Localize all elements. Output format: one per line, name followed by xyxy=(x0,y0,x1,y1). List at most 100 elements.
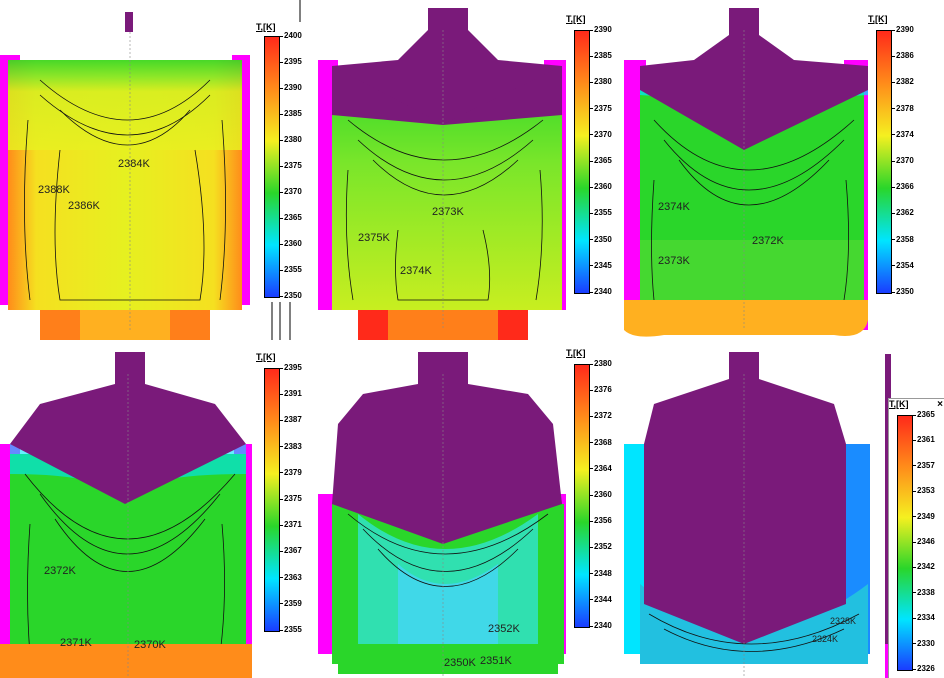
contour-label: 2370K xyxy=(134,639,166,651)
legend-tick-label: 2361 xyxy=(912,435,935,445)
legend-tick-label: 2365 xyxy=(279,213,302,222)
legend-tick-label: 2390 xyxy=(891,25,914,34)
contour-label: 2372K xyxy=(44,565,76,577)
temperature-field-4: 2372K 2371K 2370K xyxy=(0,352,252,678)
temperature-field-1: 2384K 2388K 2386K xyxy=(0,0,301,340)
legend-tick-label: 2346 xyxy=(912,537,935,546)
legend-title: T,[K] xyxy=(256,22,276,32)
contour-label: 2350K xyxy=(444,657,476,669)
legend-title: T,[K] xyxy=(256,352,276,362)
legend-tick-label: 2371 xyxy=(279,520,302,530)
close-icon[interactable]: × xyxy=(937,399,943,410)
legend-tick-label: 2345 xyxy=(589,260,612,270)
legend-tick-label: 2330 xyxy=(912,638,935,648)
color-legend-2: T,[K] 2390 2385 2380 2375 2370 2365 2360 2355 23… xyxy=(566,14,622,296)
legend-tick-label: 2342 xyxy=(912,562,935,572)
legend-tick-label: 2370 xyxy=(279,187,302,196)
color-legend-6: T,[K] × 2365 2361 2357 2353 2349 2346 2342 2338… xyxy=(888,398,944,678)
legend-tick-label: 2380 xyxy=(589,359,612,368)
legend-tick-label: 2378 xyxy=(891,103,914,113)
simulation-panel-3: 2374K 2372K 2373K T,[K] 2390 2386 2382 2378… xyxy=(624,0,944,340)
legend-tick-label: 2390 xyxy=(279,83,302,92)
contour-label: 2371K xyxy=(60,637,92,649)
legend-tick-label: 2355 xyxy=(279,625,302,634)
contour-label: 2388K xyxy=(38,184,70,196)
contour-label: 2386K xyxy=(68,200,100,212)
legend-tick-label: 2355 xyxy=(279,265,302,274)
legend-tick-label: 2364 xyxy=(589,463,612,473)
color-legend-1: T,[K] 2400 2395 2390 2385 2380 2375 2370 2365 23… xyxy=(256,22,316,302)
legend-tick-label: 2385 xyxy=(279,109,302,118)
legend-tick-label: 2382 xyxy=(891,77,914,87)
contour-label: 2372K xyxy=(752,235,784,247)
simulation-panel-6: 2328K 2324K T,[K] × 2365 2361 2357 2353 2349… xyxy=(624,344,944,678)
simulation-panel-4: 2372K 2371K 2370K T,[K] 2395 2391 2387 2383… xyxy=(0,344,316,678)
contour-label: 2373K xyxy=(658,255,690,267)
legend-tick-label: 2372 xyxy=(589,411,612,421)
contour-label: 2352K xyxy=(488,623,520,635)
legend-tick-label: 2326 xyxy=(912,664,935,673)
legend-tick-label: 2391 xyxy=(279,389,302,399)
legend-tick-label: 2356 xyxy=(589,516,612,526)
contour-label: 2375K xyxy=(358,232,390,244)
temperature-field-2: 2373K 2375K 2374K xyxy=(318,8,566,340)
temperature-field-5: 2352K 2350K 2351K xyxy=(318,352,566,678)
simulation-panel-5: 2352K 2350K 2351K T,[K] 2380 2376 2372 2368… xyxy=(318,344,622,678)
contour-label: 2373K xyxy=(432,206,464,218)
temperature-field-3: 2374K 2372K 2373K xyxy=(624,8,868,337)
legend-tick-label: 2365 xyxy=(589,156,612,165)
legend-tick-label: 2383 xyxy=(279,441,302,451)
legend-tick-label: 2380 xyxy=(279,135,302,144)
contour-label: 2384K xyxy=(118,158,150,170)
contour-label: 2324K xyxy=(812,634,838,644)
legend-tick-label: 2395 xyxy=(279,57,302,66)
simulation-panel-2: 2373K 2375K 2374K T,[K] 2390 2385 2380 2375… xyxy=(318,0,622,340)
legend-tick-label: 2366 xyxy=(891,182,914,192)
legend-tick-label: 2353 xyxy=(912,486,935,496)
legend-title: T,[K] xyxy=(889,399,909,409)
legend-tick-label: 2400 xyxy=(279,31,302,40)
legend-tick-label: 2360 xyxy=(589,490,612,499)
legend-tick-label: 2340 xyxy=(589,621,612,630)
legend-tick-label: 2334 xyxy=(912,613,935,623)
legend-tick-label: 2375 xyxy=(279,494,302,503)
legend-tick-label: 2359 xyxy=(279,598,302,608)
temperature-field-6: 2328K 2324K xyxy=(624,352,891,678)
legend-tick-label: 2386 xyxy=(891,51,914,61)
legend-tick-label: 2390 xyxy=(589,25,612,34)
color-legend-3: T,[K] 2390 2386 2382 2378 2374 2370 2366 2362 23… xyxy=(868,14,944,296)
legend-tick-label: 2338 xyxy=(912,587,935,597)
legend-tick-label: 2360 xyxy=(589,182,612,192)
contour-label: 2374K xyxy=(658,201,690,213)
legend-tick-label: 2350 xyxy=(891,287,914,296)
legend-tick-label: 2354 xyxy=(891,260,914,270)
legend-tick-label: 2360 xyxy=(279,239,302,248)
legend-title: T,[K] xyxy=(868,14,888,24)
legend-tick-label: 2385 xyxy=(589,51,612,61)
legend-tick-label: 2355 xyxy=(589,208,612,218)
color-legend-4: T,[K] 2395 2391 2387 2383 2379 2375 2371 2367 23… xyxy=(256,352,316,642)
legend-tick-label: 2358 xyxy=(891,234,914,244)
legend-tick-label: 2349 xyxy=(912,511,935,521)
legend-tick-label: 2375 xyxy=(279,161,302,170)
legend-tick-label: 2367 xyxy=(279,546,302,556)
legend-title: T,[K] xyxy=(566,14,586,24)
legend-tick-label: 2365 xyxy=(912,410,935,419)
legend-tick-label: 2374 xyxy=(891,129,914,139)
legend-tick-label: 2379 xyxy=(279,467,302,477)
legend-tick-label: 2348 xyxy=(589,568,612,578)
legend-tick-label: 2380 xyxy=(589,77,612,87)
legend-tick-label: 2376 xyxy=(589,385,612,395)
legend-tick-label: 2344 xyxy=(589,594,612,604)
contour-label: 2374K xyxy=(400,265,432,277)
legend-tick-label: 2350 xyxy=(279,291,302,300)
contour-label: 2351K xyxy=(480,655,512,667)
legend-tick-label: 2370 xyxy=(589,129,612,139)
legend-tick-label: 2352 xyxy=(589,542,612,552)
legend-tick-label: 2340 xyxy=(589,287,612,296)
legend-tick-label: 2375 xyxy=(589,103,612,113)
legend-tick-label: 2370 xyxy=(891,156,914,165)
color-legend-5: T,[K] 2380 2376 2372 2368 2364 2360 2356 2352 23… xyxy=(566,348,622,638)
simulation-panel-1: 2384K 2388K 2386K T,[K] 2400 2395 2390 2385… xyxy=(0,0,316,340)
legend-title: T,[K] xyxy=(566,348,586,358)
